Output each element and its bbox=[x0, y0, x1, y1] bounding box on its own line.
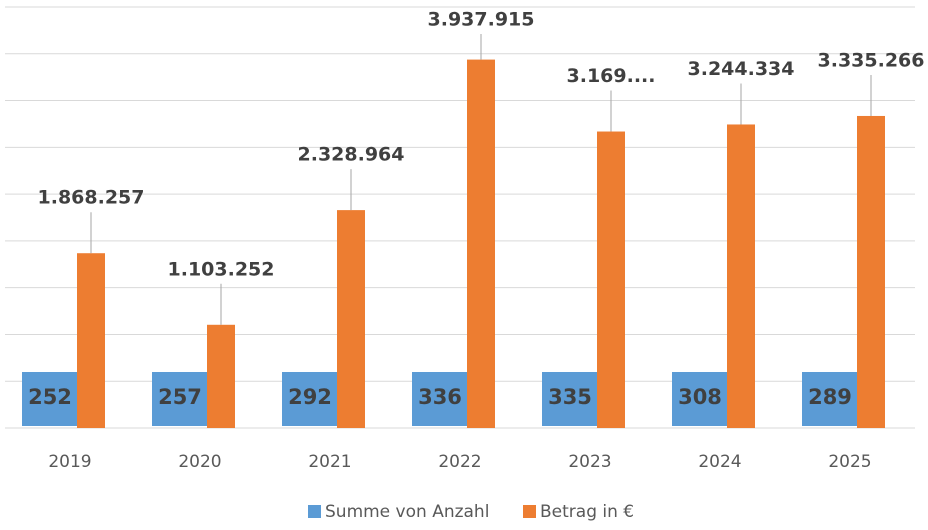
data-label: 3.244.334 bbox=[688, 58, 795, 80]
legend-label: Betrag in € bbox=[540, 502, 634, 522]
bar bbox=[857, 115, 885, 428]
data-label: 1.103.252 bbox=[168, 258, 275, 280]
bar bbox=[597, 131, 625, 428]
bar bbox=[207, 324, 235, 428]
data-label: 289 bbox=[808, 385, 852, 409]
x-tick-label: 2025 bbox=[828, 452, 871, 472]
x-tick-label: 2019 bbox=[48, 452, 91, 472]
legend-swatch bbox=[523, 505, 536, 518]
data-label-box bbox=[22, 372, 78, 426]
x-tick-label: 2020 bbox=[178, 452, 221, 472]
data-label-box bbox=[672, 372, 728, 426]
data-label-box bbox=[542, 372, 598, 426]
bar bbox=[77, 253, 105, 428]
data-label: 3.937.915 bbox=[428, 9, 535, 31]
x-tick-label: 2023 bbox=[568, 452, 611, 472]
data-label-box bbox=[152, 372, 208, 426]
data-label: 3.169.... bbox=[567, 65, 656, 87]
legend-label: Summe von Anzahl bbox=[325, 502, 489, 522]
data-label: 2.328.964 bbox=[298, 144, 405, 166]
data-label: 252 bbox=[28, 385, 72, 409]
x-tick-label: 2024 bbox=[698, 452, 741, 472]
data-label-box bbox=[282, 372, 338, 426]
data-label: 308 bbox=[678, 385, 722, 409]
data-label: 336 bbox=[418, 385, 462, 409]
data-label: 335 bbox=[548, 385, 592, 409]
data-label-box bbox=[802, 372, 858, 426]
data-label: 292 bbox=[288, 385, 332, 409]
x-tick-label: 2022 bbox=[438, 452, 481, 472]
data-label: 1.868.257 bbox=[38, 187, 145, 209]
bar bbox=[337, 210, 365, 428]
data-label-box bbox=[412, 372, 468, 426]
data-label: 257 bbox=[158, 385, 202, 409]
data-label: 3.335.266 bbox=[818, 49, 925, 71]
bar bbox=[467, 59, 495, 428]
legend-swatch bbox=[308, 505, 321, 518]
x-tick-label: 2021 bbox=[308, 452, 351, 472]
bar bbox=[727, 124, 755, 428]
